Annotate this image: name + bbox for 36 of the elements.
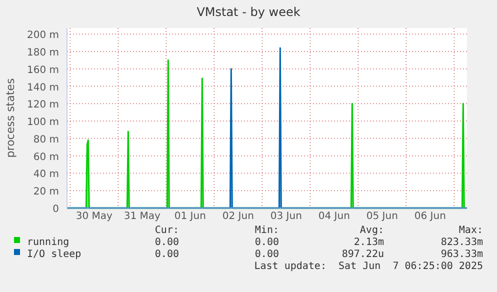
y-tick-label: 100 m (26, 117, 59, 128)
text: Last update: Sat Jun 7 06:25:00 2025 (254, 261, 483, 272)
y-tick-label: 140 m (26, 82, 59, 94)
y-tick-label: 200 m (26, 30, 59, 42)
text: 2.13m (354, 237, 384, 248)
chart-title: VMstat - by week (196, 5, 300, 19)
y-tick-label: 40 m (33, 169, 59, 180)
x-tick-label: 03 Jun (270, 211, 302, 222)
text: Avg: (360, 225, 384, 236)
y-tick-label: 20 m (33, 186, 59, 198)
text: 963.33m (440, 249, 483, 260)
x-tick-label: 31 May (124, 211, 161, 222)
y-tick-label: 160 m (26, 64, 59, 76)
x-tick-label: 01 Jun (174, 211, 206, 222)
x-tick-label: 04 Jun (318, 211, 350, 222)
text: 0.00 (254, 249, 279, 260)
text: 0.00 (254, 237, 279, 248)
text: 0.00 (154, 237, 179, 248)
y-tick-label: 0 (52, 204, 59, 215)
text: Min: (254, 225, 279, 236)
x-tick-label: 30 May (76, 211, 113, 222)
text: 823.33m (440, 237, 483, 248)
text: Max: (458, 225, 483, 236)
y-tick-label: 80 m (33, 134, 59, 146)
legend-label: running (27, 237, 70, 248)
y-tick-label: 60 m (33, 152, 59, 163)
x-tick-label: 05 Jun (366, 211, 398, 222)
text: 0.00 (154, 249, 179, 260)
y-tick-label: 180 m (26, 47, 59, 58)
x-tick-label: 02 Jun (222, 211, 254, 222)
x-tick-label: 06 Jun (414, 211, 446, 222)
text: Cur: (154, 225, 179, 236)
y-axis-title: process states (4, 78, 17, 158)
text: 897.22u (342, 249, 384, 260)
y-tick-label: 120 m (26, 100, 59, 111)
legend-label: I/O sleep (27, 249, 82, 260)
